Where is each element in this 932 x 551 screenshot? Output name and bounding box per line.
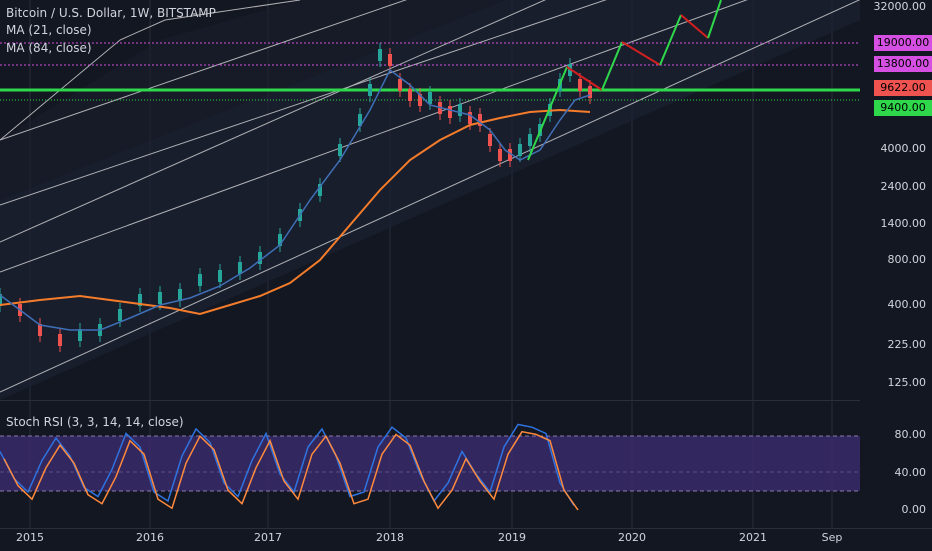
badge-9622: 9622.00 [874,80,932,96]
x-tick: 2016 [136,531,164,544]
y-tick: 800.00 [887,253,927,266]
x-tick: 2017 [254,531,282,544]
y-tick: 400.00 [887,298,927,311]
x-tick: 2019 [498,531,526,544]
y-tick: 125.00 [887,376,927,389]
x-tick: 2020 [618,531,646,544]
y-tick: 1400.00 [880,217,927,230]
x-tick: 2021 [739,531,767,544]
legend-main: Bitcoin / U.S. Dollar, 1W, BITSTAMP [6,6,216,20]
price-candles [0,43,592,352]
rsi-tick: 0.00 [901,503,927,516]
stoch-rsi-d-line [3,430,579,511]
time-axis[interactable]: 2015 2016 2017 2018 2019 2020 2021 Sep [0,528,932,551]
badge-13800: 13800.00 [874,56,932,72]
x-tick: Sep [821,531,843,544]
rsi-tick: 40.00 [894,466,927,479]
y-tick: 4000.00 [880,142,927,155]
stoch-rsi-k-line [0,423,575,506]
legend-ma84: MA (84, close) [6,41,92,55]
badge-9400: 9400.00 [874,100,932,116]
y-tick: 225.00 [887,338,927,351]
candle [0,294,2,306]
y-tick: 2400.00 [880,180,927,193]
price-axis[interactable]: 32000.00 4000.00 2400.00 1400.00 800.00 … [860,0,932,528]
projection-path [527,0,722,161]
badge-19000: 19000.00 [874,35,932,51]
ma84-line [0,108,591,316]
channel-fill-upper [0,0,860,200]
rsi-band [0,436,860,491]
legend-rsi: Stoch RSI (3, 3, 14, 14, close) [6,415,184,429]
legend-ma21: MA (21, close) [6,23,92,37]
ma21-line [0,68,591,331]
rsi-tick: 80.00 [894,428,927,441]
x-tick: 2018 [376,531,404,544]
x-tick: 2015 [16,531,44,544]
y-tick: 32000.00 [873,0,927,13]
